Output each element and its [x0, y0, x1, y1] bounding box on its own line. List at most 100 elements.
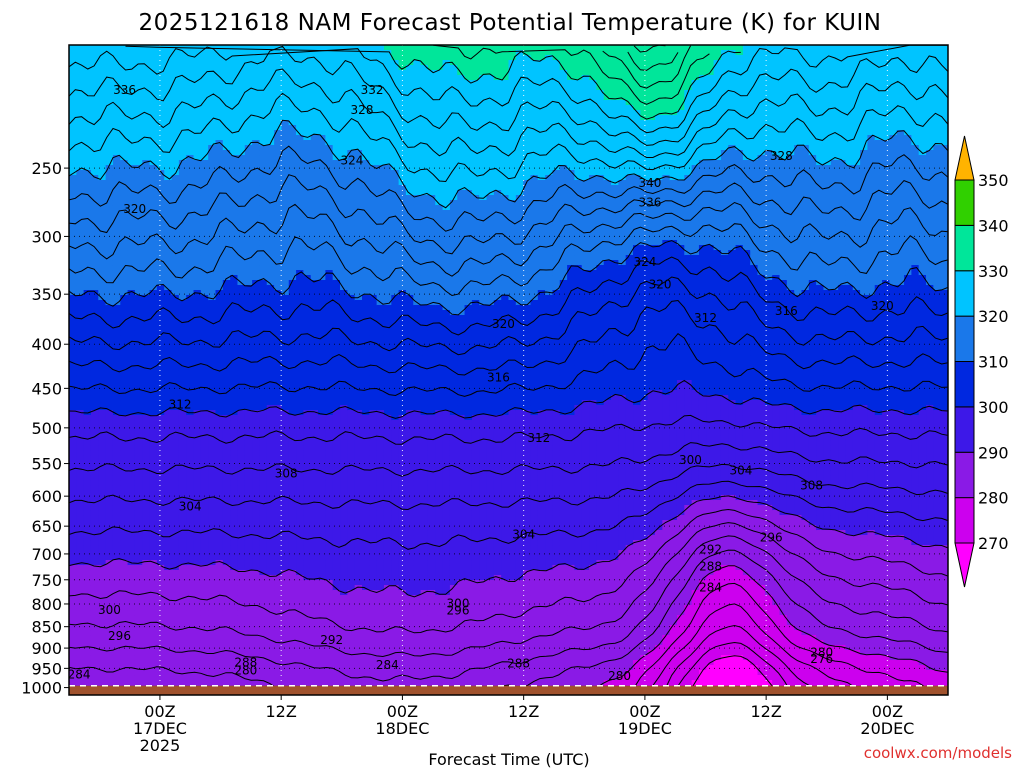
heatmap-cell	[237, 50, 246, 56]
heatmap-cell	[347, 290, 356, 296]
heatmap-cell	[112, 395, 121, 401]
heatmap-cell	[112, 255, 121, 261]
heatmap-cell	[332, 305, 341, 311]
heatmap-cell	[340, 680, 348, 686]
heatmap-cell	[274, 180, 283, 186]
heatmap-cell	[134, 215, 143, 221]
heatmap-cell	[215, 50, 224, 56]
heatmap-cell	[310, 410, 319, 416]
heatmap-cell	[215, 270, 224, 276]
heatmap-cell	[193, 510, 202, 516]
heatmap-cell	[164, 500, 173, 506]
heatmap-cell	[215, 630, 224, 636]
heatmap-cell	[259, 75, 268, 81]
heatmap-cell	[332, 455, 341, 461]
heatmap-cell	[156, 470, 165, 476]
heatmap-cell	[296, 680, 304, 686]
heatmap-cell	[244, 160, 253, 166]
heatmap-cell	[281, 355, 290, 361]
heatmap-cell	[164, 425, 173, 431]
heatmap-cell	[127, 435, 136, 441]
heatmap-cell	[76, 475, 85, 481]
heatmap-cell	[178, 250, 187, 256]
heatmap-cell	[200, 205, 209, 211]
heatmap-cell	[200, 675, 209, 681]
heatmap-cell	[134, 470, 143, 476]
heatmap-cell	[200, 505, 209, 511]
heatmap-cell	[215, 70, 224, 76]
heatmap-cell	[230, 570, 239, 576]
heatmap-cell	[230, 285, 239, 291]
heatmap-cell	[69, 570, 77, 576]
heatmap-cell	[98, 330, 107, 336]
heatmap-cell	[193, 55, 202, 61]
heatmap-cell	[171, 650, 180, 656]
heatmap-cell	[142, 440, 151, 446]
heatmap-cell	[156, 170, 165, 176]
heatmap-cell	[127, 585, 136, 591]
heatmap-cell	[200, 535, 209, 541]
heatmap-cell	[222, 75, 231, 81]
heatmap-cell	[105, 515, 114, 521]
heatmap-cell	[288, 390, 297, 396]
heatmap-cell	[112, 325, 121, 331]
heatmap-cell	[76, 210, 85, 216]
heatmap-cell	[259, 640, 268, 646]
heatmap-cell	[112, 370, 121, 376]
heatmap-cell	[266, 280, 275, 286]
heatmap-cell	[112, 570, 121, 576]
heatmap-cell	[266, 275, 275, 281]
heatmap-cell	[208, 240, 217, 246]
heatmap-cell	[296, 195, 304, 201]
heatmap-cell	[178, 370, 187, 376]
heatmap-cell	[208, 550, 217, 556]
heatmap-cell	[156, 585, 165, 591]
heatmap-cell	[76, 75, 85, 81]
heatmap-cell	[340, 540, 348, 546]
heatmap-cell	[325, 185, 334, 191]
heatmap-cell	[149, 235, 158, 241]
heatmap-cell	[178, 405, 187, 411]
heatmap-cell	[340, 645, 348, 651]
heatmap-cell	[83, 90, 92, 96]
heatmap-cell	[105, 635, 114, 641]
heatmap-cell	[83, 55, 92, 61]
heatmap-cell	[296, 630, 304, 636]
heatmap-cell	[149, 90, 158, 96]
heatmap-cell	[134, 370, 143, 376]
heatmap-cell	[134, 525, 143, 531]
heatmap-cell	[281, 390, 290, 396]
heatmap-cell	[266, 230, 275, 236]
heatmap-cell	[134, 625, 143, 631]
heatmap-cell	[274, 370, 283, 376]
heatmap-cell	[237, 260, 246, 266]
heatmap-cell	[288, 300, 297, 306]
heatmap-cell	[90, 190, 99, 196]
heatmap-cell	[288, 575, 297, 581]
heatmap-cell	[296, 205, 304, 211]
heatmap-cell	[186, 135, 195, 141]
heatmap-cell	[105, 205, 114, 211]
heatmap-cell	[259, 95, 268, 101]
heatmap-cell	[237, 375, 246, 381]
heatmap-cell	[69, 165, 77, 171]
heatmap-cell	[178, 590, 187, 596]
heatmap-cell	[288, 305, 297, 311]
heatmap-cell	[142, 180, 151, 186]
heatmap-cell	[120, 450, 129, 456]
heatmap-cell	[296, 615, 304, 621]
heatmap-cell	[259, 365, 268, 371]
heatmap-cell	[120, 360, 129, 366]
heatmap-cell	[281, 60, 290, 66]
heatmap-cell	[303, 505, 312, 511]
heatmap-cell	[325, 440, 334, 446]
heatmap-cell	[127, 275, 136, 281]
heatmap-cell	[310, 100, 319, 106]
heatmap-cell	[200, 605, 209, 611]
heatmap-cell	[83, 660, 92, 666]
heatmap-cell	[76, 335, 85, 341]
heatmap-cell	[244, 175, 253, 181]
heatmap-cell	[259, 165, 268, 171]
heatmap-cell	[296, 475, 304, 481]
heatmap-cell	[105, 350, 114, 356]
